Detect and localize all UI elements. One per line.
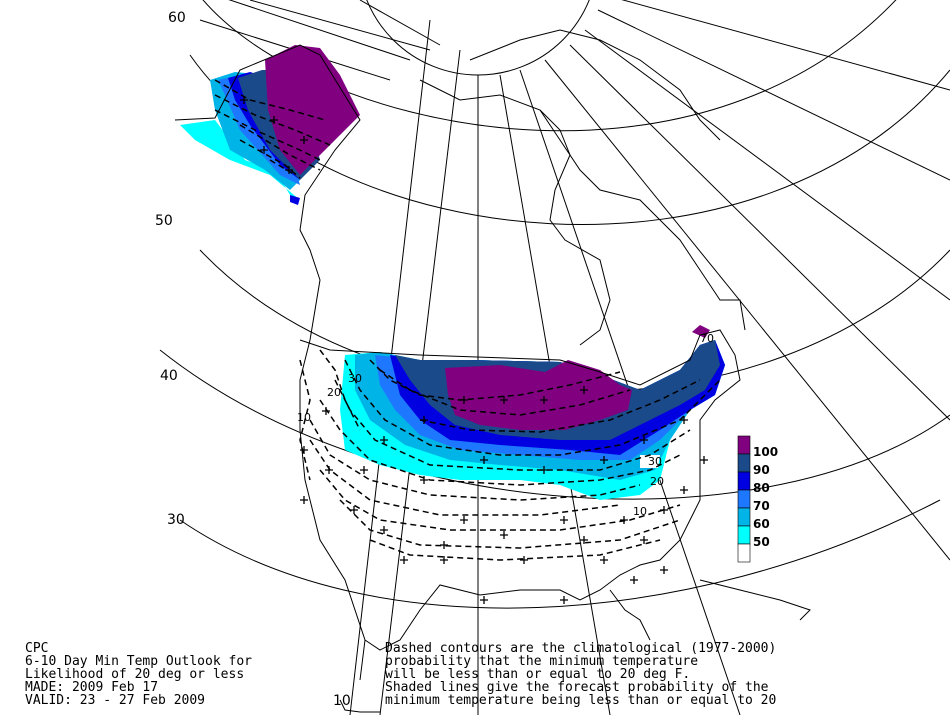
legend-swatch — [737, 507, 751, 527]
contour-label-30-west: 30 — [348, 372, 362, 385]
lat-label-30: 30 — [167, 512, 185, 528]
legend-label-50: 50 — [753, 535, 770, 549]
footer-right-line4: Shaded lines give the forecast probabili… — [385, 680, 769, 695]
contour-label-10-east: 10 — [633, 505, 647, 518]
legend-swatch — [737, 453, 751, 473]
footer-right-line1: Dashed contours are the climatological (… — [385, 641, 777, 656]
footer-left-line5: VALID: 23 - 27 Feb 2009 — [25, 693, 206, 708]
contour-label-20-west: 20 — [327, 386, 341, 399]
legend-label-100: 100 — [753, 445, 779, 459]
footer-left-line1: CPC — [25, 641, 49, 656]
footer-left-line4: MADE: 2009 Feb 17 — [25, 680, 159, 695]
lat-label-40: 40 — [160, 368, 178, 384]
lat-label-50: 50 — [155, 213, 173, 229]
footer-left-line3: Likelihood of 20 deg or less — [25, 667, 245, 682]
legend-label-90: 90 — [753, 463, 770, 477]
conus-shading — [340, 325, 725, 500]
legend — [737, 435, 751, 563]
footer-right-line3: will be less than or equal to 20 deg F. — [385, 667, 691, 682]
station-markers — [240, 96, 708, 604]
lat-label-60: 60 — [168, 10, 186, 26]
footer-right-line5: minimum temperature being less than or e… — [385, 693, 777, 708]
contour-label-20-east: 20 — [650, 475, 664, 488]
lat-label-10: 10 — [333, 693, 351, 709]
legend-swatch — [737, 543, 751, 563]
legend-swatch — [737, 435, 751, 455]
legend-label-70: 70 — [753, 499, 770, 513]
footer-right-line2: probability that the minimum temperature — [385, 654, 699, 669]
contour-label-10-west: 10 — [297, 411, 311, 424]
footer-left-line2: 6-10 Day Min Temp Outlook for — [25, 654, 252, 669]
legend-swatch — [737, 489, 751, 509]
legend-label-80: 80 — [753, 481, 770, 495]
contour-label-70-east: 70 — [700, 332, 714, 345]
legend-label-60: 60 — [753, 517, 770, 531]
contour-label-30-east: 30 — [648, 455, 662, 468]
legend-swatch — [737, 525, 751, 545]
alaska-shading — [180, 45, 360, 205]
coastlines — [174, 29, 811, 713]
legend-swatch — [737, 471, 751, 491]
